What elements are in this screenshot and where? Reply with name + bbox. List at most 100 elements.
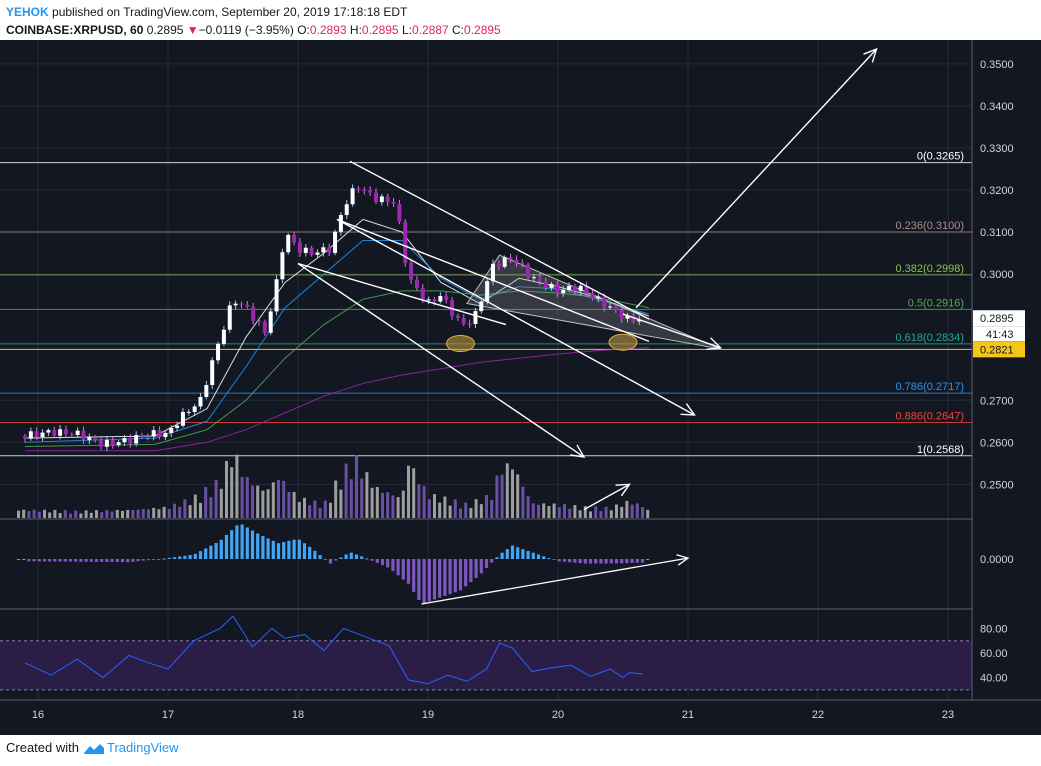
macd-bar — [323, 559, 327, 560]
candle-body — [350, 188, 355, 205]
macd-bar — [105, 559, 109, 562]
volume-bar — [547, 505, 551, 518]
volume-arrow-head — [615, 483, 631, 497]
macd-bar — [141, 559, 145, 561]
fib-level-label: 1(0.2568) — [917, 444, 964, 456]
volume-bar — [110, 511, 114, 518]
volume-bar — [178, 506, 182, 518]
price-tick-label: 0.3000 — [980, 269, 1014, 281]
candle-body — [549, 283, 554, 288]
volume-bar — [464, 502, 468, 518]
rsi-line-path — [24, 615, 643, 685]
pane-dividers[interactable] — [0, 518, 1041, 610]
candle-body — [567, 285, 572, 290]
macd-bar — [100, 559, 104, 562]
volume-bar — [173, 503, 176, 518]
current-price-tag — [973, 310, 1025, 327]
symbol-label[interactable]: COINBASE:XRPUSD, 60 — [6, 23, 144, 37]
volume-bar — [495, 475, 499, 518]
macd-bar — [417, 559, 421, 600]
volume-bar — [141, 508, 145, 518]
volume-bar — [370, 487, 374, 518]
macd-bar — [438, 559, 442, 598]
volume-bar — [438, 502, 442, 518]
candle-body — [368, 190, 373, 193]
candle-body — [619, 309, 624, 319]
macd-bar — [635, 559, 639, 563]
macd-bar — [157, 559, 161, 560]
macd-bar — [79, 559, 83, 562]
candle-body — [251, 306, 256, 321]
arrow-head — [863, 47, 878, 63]
volume-bar — [89, 512, 93, 518]
macd-bar — [453, 559, 457, 593]
macd-bar — [188, 555, 192, 559]
macd-bar — [94, 559, 99, 562]
macd-bar — [209, 545, 213, 559]
volume-bar — [63, 510, 67, 518]
candle-body — [286, 234, 291, 253]
macd-bar — [380, 559, 385, 566]
macd-bar — [37, 559, 41, 562]
candle-body — [233, 303, 238, 306]
macd-bar — [58, 559, 62, 562]
volume-bar — [214, 479, 218, 518]
macd-bar — [464, 559, 468, 587]
candle-body — [485, 281, 490, 302]
macd-bar — [583, 559, 587, 564]
trend-drawings[interactable] — [297, 47, 878, 511]
volume-bar — [323, 500, 327, 518]
candle-body — [496, 263, 501, 267]
highlight-ellipse — [608, 333, 638, 351]
volume-bar — [615, 504, 618, 518]
candle-body — [140, 435, 144, 437]
candle-body — [175, 425, 180, 428]
candle-body — [531, 277, 536, 279]
volume-bar — [308, 505, 312, 518]
candle-body — [338, 215, 343, 232]
volume-arrow — [583, 483, 630, 511]
macd-bar — [219, 539, 223, 559]
volume-bar — [620, 506, 624, 518]
price-tick-label: 0.3400 — [980, 101, 1014, 113]
tradingview-brand[interactable]: TradingView — [106, 740, 179, 755]
candle-body — [385, 196, 390, 203]
price-tick-label: 0.2500 — [980, 479, 1014, 491]
macd-bar — [250, 530, 255, 559]
volume-bar — [568, 508, 572, 518]
volume-bar — [53, 509, 57, 518]
volume-bar — [105, 509, 109, 518]
candle-body — [362, 189, 367, 191]
candle-body — [450, 300, 455, 316]
macd-bar — [594, 559, 598, 564]
publisher-name[interactable]: YEHOK — [6, 5, 49, 19]
candle-body — [23, 435, 27, 439]
macd-bar — [640, 559, 645, 563]
candle-body — [333, 231, 338, 253]
macd-bar — [48, 559, 52, 562]
candle-body — [180, 411, 185, 426]
rsi-tick-label: 60.00 — [980, 648, 1008, 660]
candle-body — [268, 311, 273, 333]
volume-bar — [604, 506, 608, 518]
volume-bar — [152, 507, 156, 518]
publish-line: YEHOK published on TradingView.com, Sept… — [6, 5, 407, 19]
price-tick-label: 0.2700 — [980, 395, 1014, 407]
candle-body — [596, 296, 601, 299]
moving-average-line — [24, 290, 650, 448]
candle-body — [432, 299, 437, 302]
fibonacci-retracement[interactable]: 0(0.3265) 0.236(0.3100) 0.382(0.2998) 0.5(0… — [0, 151, 972, 457]
macd-bar — [375, 559, 379, 563]
macd-bar — [256, 533, 260, 559]
candle-body — [613, 306, 618, 310]
candle-body — [309, 247, 314, 255]
candle-body — [34, 431, 39, 438]
macd-bar — [152, 559, 156, 560]
volume-bar — [235, 454, 239, 518]
volume-bar — [578, 510, 582, 518]
volume-bar — [74, 510, 78, 518]
chart-canvas[interactable]: 0(0.3265) 0.236(0.3100) 0.382(0.2998) 0.5(0… — [0, 40, 1041, 735]
macd-bar — [573, 559, 577, 563]
volume-bar — [121, 510, 124, 518]
volume-bar — [485, 495, 488, 518]
